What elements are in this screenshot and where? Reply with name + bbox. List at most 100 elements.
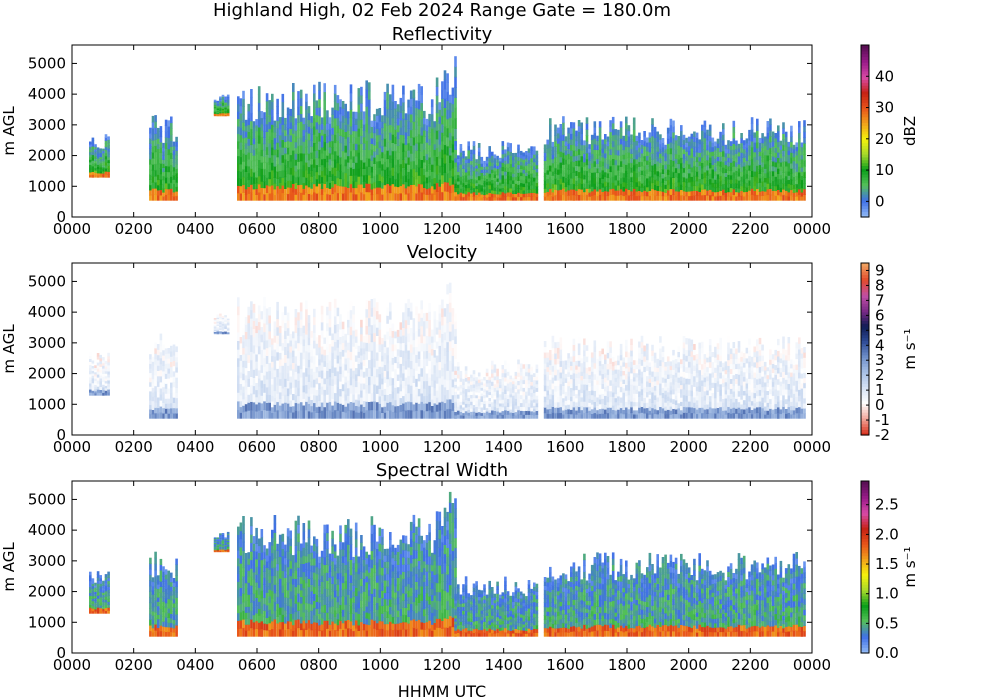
data-cell	[701, 194, 704, 201]
data-cell	[172, 370, 176, 377]
data-cell	[284, 314, 287, 324]
data-cell	[525, 179, 528, 184]
data-cell	[698, 152, 701, 158]
data-cell	[640, 157, 644, 163]
data-cell	[265, 347, 269, 356]
data-cell	[299, 144, 303, 154]
data-cell	[391, 357, 395, 365]
data-cell	[151, 194, 155, 201]
data-cell	[164, 413, 168, 419]
data-cell	[714, 158, 717, 163]
data-cell	[417, 350, 421, 359]
data-cell	[735, 153, 738, 159]
data-cell	[407, 164, 410, 172]
data-cell	[404, 169, 408, 176]
data-cell	[512, 196, 515, 201]
data-cell	[286, 186, 290, 195]
data-cell	[336, 162, 340, 171]
data-cell	[742, 178, 746, 184]
data-cell	[512, 153, 515, 157]
data-cell	[292, 393, 295, 401]
data-cell	[370, 143, 374, 150]
data-cell	[394, 171, 397, 180]
data-cell	[219, 97, 222, 100]
data-cell	[281, 403, 285, 412]
data-cell	[506, 171, 510, 176]
data-cell	[606, 177, 610, 183]
data-cell	[242, 90, 245, 100]
data-cell	[294, 410, 298, 419]
data-cell	[795, 163, 798, 168]
data-cell	[425, 350, 429, 359]
data-cell	[242, 137, 245, 147]
data-cell	[352, 193, 355, 201]
data-cell	[339, 164, 342, 172]
data-cell	[326, 148, 329, 156]
data-cell	[656, 165, 659, 172]
data-cell	[488, 188, 491, 193]
data-cell	[265, 123, 269, 132]
data-cell	[328, 335, 332, 344]
data-cell	[156, 396, 160, 403]
data-cell	[653, 158, 657, 165]
data-cell	[354, 124, 358, 132]
data-cell	[276, 326, 279, 336]
data-cell	[546, 191, 549, 197]
data-cell	[286, 167, 290, 175]
data-cell	[425, 335, 429, 344]
data-cell	[391, 109, 395, 119]
data-cell	[333, 191, 337, 201]
data-cell	[640, 187, 644, 193]
data-cell	[244, 353, 248, 361]
data-cell	[549, 153, 552, 160]
data-cell	[533, 150, 536, 155]
data-cell	[96, 155, 100, 159]
data-cell	[339, 192, 342, 201]
data-cell	[477, 183, 481, 189]
data-cell	[742, 140, 746, 146]
colorbar-label: dBZ	[901, 116, 919, 146]
data-cell	[357, 339, 361, 346]
data-cell	[669, 194, 673, 201]
data-cell	[164, 383, 168, 389]
data-cell	[347, 193, 350, 201]
data-cell	[226, 111, 230, 114]
data-cell	[443, 172, 447, 183]
data-cell	[409, 385, 413, 394]
data-cell	[244, 182, 248, 190]
data-cell	[102, 386, 105, 391]
data-cell	[389, 192, 392, 201]
data-cell	[149, 138, 152, 144]
data-cell	[323, 354, 326, 362]
data-cell	[326, 110, 329, 118]
data-cell	[170, 382, 173, 388]
data-cell	[394, 356, 397, 364]
data-cell	[446, 154, 449, 165]
data-cell	[336, 125, 340, 134]
data-cell	[167, 373, 170, 379]
data-cell	[326, 386, 329, 395]
data-cell	[368, 351, 371, 361]
data-cell	[265, 316, 269, 325]
data-cell	[257, 369, 261, 379]
data-cell	[333, 341, 337, 351]
data-cell	[389, 109, 392, 118]
data-cell	[239, 371, 243, 379]
data-cell	[627, 146, 631, 153]
data-cell	[299, 310, 303, 320]
data-cell	[448, 185, 452, 194]
data-cell	[328, 194, 332, 201]
data-cell	[341, 185, 345, 194]
data-cell	[375, 409, 379, 419]
data-cell	[170, 140, 173, 147]
data-cell	[347, 387, 350, 396]
data-cell	[305, 169, 308, 178]
data-cell	[632, 129, 636, 136]
data-cell	[435, 112, 439, 122]
data-cell	[483, 197, 486, 201]
data-cell	[278, 182, 282, 189]
data-cell	[224, 111, 227, 114]
data-cell	[370, 299, 374, 309]
data-cell	[357, 393, 361, 401]
data-cell	[307, 396, 311, 404]
